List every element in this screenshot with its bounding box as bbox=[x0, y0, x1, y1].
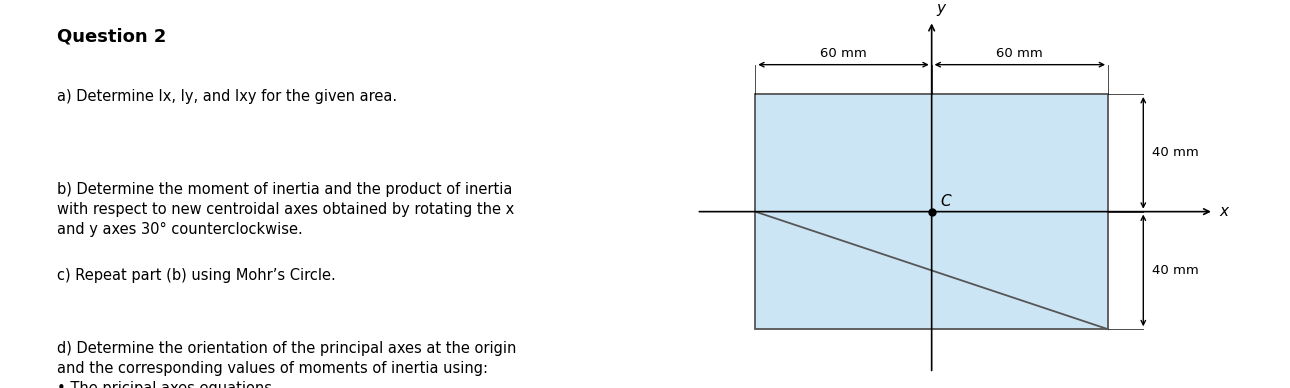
Text: y: y bbox=[937, 1, 946, 16]
Text: a) Determine Ix, Iy, and Ixy for the given area.: a) Determine Ix, Iy, and Ixy for the giv… bbox=[57, 89, 397, 104]
Text: C: C bbox=[940, 194, 951, 209]
Text: x: x bbox=[1220, 204, 1228, 219]
Text: Question 2: Question 2 bbox=[57, 27, 166, 45]
Text: d) Determine the orientation of the principal axes at the origin
and the corresp: d) Determine the orientation of the prin… bbox=[57, 341, 516, 388]
Text: 60 mm: 60 mm bbox=[996, 47, 1044, 60]
Polygon shape bbox=[755, 94, 1108, 329]
Text: 60 mm: 60 mm bbox=[820, 47, 867, 60]
Text: c) Repeat part (b) using Mohr’s Circle.: c) Repeat part (b) using Mohr’s Circle. bbox=[57, 268, 335, 283]
Text: b) Determine the moment of inertia and the product of inertia
with respect to ne: b) Determine the moment of inertia and t… bbox=[57, 182, 515, 237]
Text: 40 mm: 40 mm bbox=[1152, 264, 1198, 277]
Text: 40 mm: 40 mm bbox=[1152, 146, 1198, 159]
